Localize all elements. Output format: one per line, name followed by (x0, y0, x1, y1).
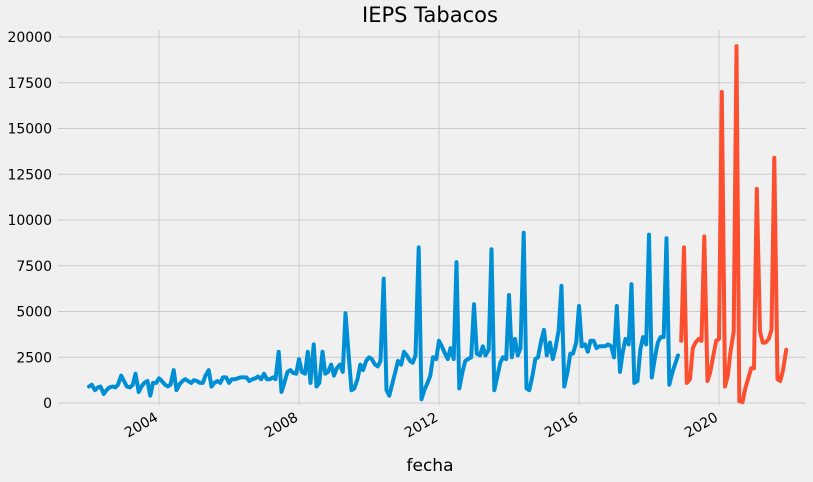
y-tick-label: 15000 (7, 122, 52, 138)
y-tick-label: 2500 (16, 350, 52, 366)
y-tick-label: 7500 (16, 259, 52, 275)
y-tick-label: 5000 (16, 305, 52, 321)
x-axis-label: fecha (407, 456, 454, 476)
chart-title: IEPS Tabacos (362, 3, 498, 27)
y-tick-label: 12500 (7, 167, 52, 183)
y-tick-label: 17500 (7, 76, 52, 92)
series-layer (87, 44, 789, 405)
series-line-1 (87, 230, 680, 402)
series-line-2 (679, 44, 789, 405)
y-tick-label: 10000 (7, 213, 52, 229)
y-tick-label: 0 (43, 396, 52, 412)
y-tick-label: 20000 (7, 30, 52, 46)
